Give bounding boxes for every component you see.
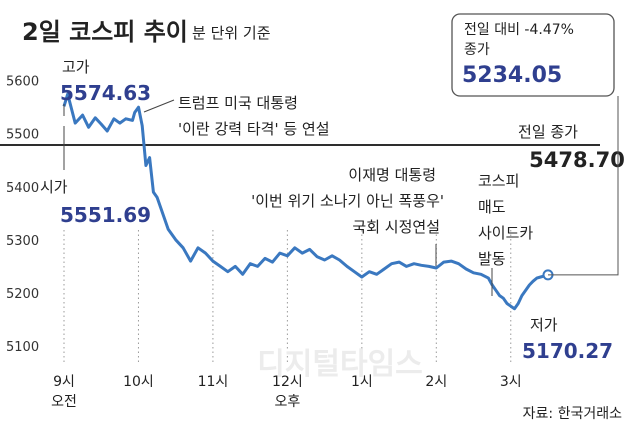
summary-close-value: 5234.05 — [462, 63, 562, 88]
summary-change: 전일 대비 -4.47% — [464, 22, 574, 38]
lee-line1: 이재명 대통령 — [348, 166, 436, 184]
y-tick-label: 5100 — [6, 340, 39, 355]
trump-line1: 트럼프 미국 대통령 — [178, 94, 298, 112]
chart-title: 2일 코스피 추이 — [22, 18, 188, 46]
prev-close-label: 전일 종가 — [518, 123, 578, 141]
kospi-line — [62, 92, 549, 311]
sidecar-line3: 사이드카 — [478, 224, 533, 242]
source-note: 자료: 한국거래소 — [523, 406, 622, 422]
trump-leader — [143, 99, 175, 113]
sidecar-line2: 매도 — [478, 198, 506, 216]
sidecar-line1: 코스피 — [478, 172, 519, 190]
y-tick-label: 5600 — [6, 75, 39, 90]
lee-line3: 국회 시정연설 — [352, 218, 440, 236]
high-value: 5574.63 — [60, 81, 151, 105]
x-tick-label: 3시 — [500, 374, 522, 390]
x-tick-label: 11시 — [198, 374, 229, 390]
high-label: 고가 — [62, 58, 90, 76]
open-value: 5551.69 — [60, 203, 151, 227]
low-value: 5170.27 — [522, 339, 613, 363]
y-tick-label: 5300 — [6, 234, 39, 249]
x-tick-label: 9시 — [53, 374, 75, 390]
x-tick-label: 12시 — [272, 374, 303, 390]
prev-close-value: 5478.70 — [529, 148, 625, 172]
open-label: 시가 — [40, 178, 68, 196]
watermark: 디지털타임스 — [257, 347, 423, 382]
y-tick-label: 5500 — [6, 128, 39, 143]
sidecar-line4: 발동 — [478, 250, 506, 268]
low-label: 저가 — [530, 316, 558, 334]
summary-box — [451, 13, 615, 97]
y-tick-label: 5200 — [6, 287, 39, 302]
lee-line2: '이번 위기 소나기 아닌 폭풍우' — [251, 192, 444, 210]
x-tick-sublabel: 오전 — [51, 394, 77, 410]
chart-subtitle: 분 단위 기준 — [192, 24, 271, 42]
x-tick-label: 10시 — [123, 374, 154, 390]
x-tick-sublabel: 오후 — [275, 394, 301, 410]
trump-line2: '이란 강력 타격' 등 연설 — [178, 120, 330, 138]
y-tick-label: 5400 — [6, 181, 39, 196]
summary-close-label: 종가 — [464, 42, 490, 58]
x-tick-label: 1시 — [351, 374, 373, 390]
x-tick-label: 2시 — [425, 374, 447, 390]
summary-connector — [548, 96, 619, 276]
